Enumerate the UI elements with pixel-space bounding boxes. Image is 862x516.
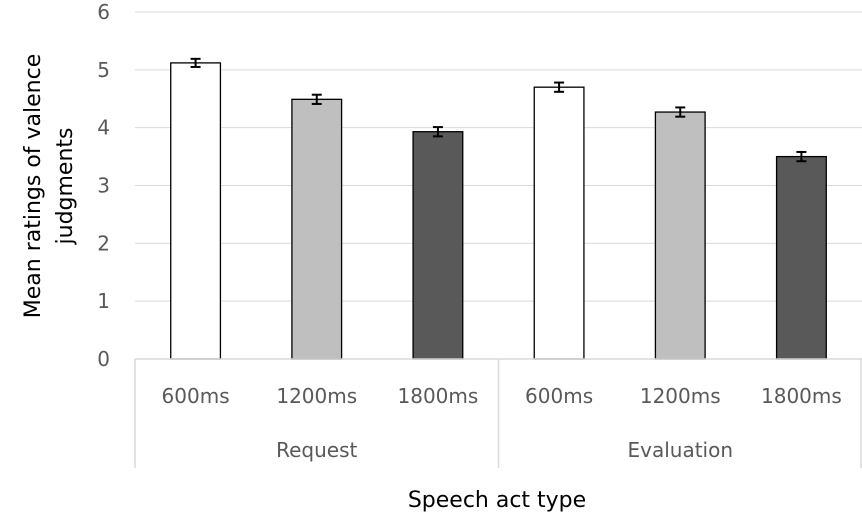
- bar: [412, 131, 464, 360]
- error-bar: [432, 126, 443, 138]
- bar: [291, 98, 343, 360]
- x-axis-title: Speech act type: [408, 488, 586, 513]
- y-axis-title-line-1: Mean ratings of valence: [21, 54, 46, 318]
- x-tick-label: 600ms: [162, 384, 230, 408]
- error-bar: [311, 93, 322, 105]
- x-tick-label: 1200ms: [276, 384, 357, 408]
- y-axis-title-line-2: judgments: [53, 128, 78, 246]
- group-label: Request: [276, 438, 357, 462]
- group-label: Evaluation: [627, 438, 733, 462]
- y-tick-labels: 0 1 2 3 4 5 6: [97, 0, 110, 371]
- y-tick-label: 5: [97, 58, 110, 82]
- error-bar: [796, 150, 807, 163]
- x-axis: 600ms 1200ms 1800ms 600ms 1200ms 1800ms Reques…: [134, 358, 862, 468]
- bar: [775, 155, 827, 360]
- y-tick-label: 6: [97, 0, 110, 24]
- bars: [170, 62, 827, 360]
- x-tick-label: 600ms: [525, 384, 593, 408]
- x-tick-label: 1200ms: [640, 384, 721, 408]
- y-tick-label: 4: [97, 116, 110, 140]
- x-tick-label: 1800ms: [398, 384, 479, 408]
- y-tick-label: 1: [97, 289, 110, 313]
- bar: [533, 86, 585, 360]
- error-bars: [190, 57, 807, 163]
- error-bar: [190, 57, 201, 68]
- error-bar: [554, 81, 565, 93]
- bar: [654, 111, 706, 360]
- error-bar: [675, 106, 686, 118]
- y-tick-label: 0: [97, 347, 110, 371]
- x-tick-label: 1800ms: [761, 384, 842, 408]
- y-tick-label: 2: [97, 231, 110, 255]
- y-tick-label: 3: [97, 174, 110, 198]
- gridlines: [135, 11, 862, 302]
- bar: [170, 62, 222, 360]
